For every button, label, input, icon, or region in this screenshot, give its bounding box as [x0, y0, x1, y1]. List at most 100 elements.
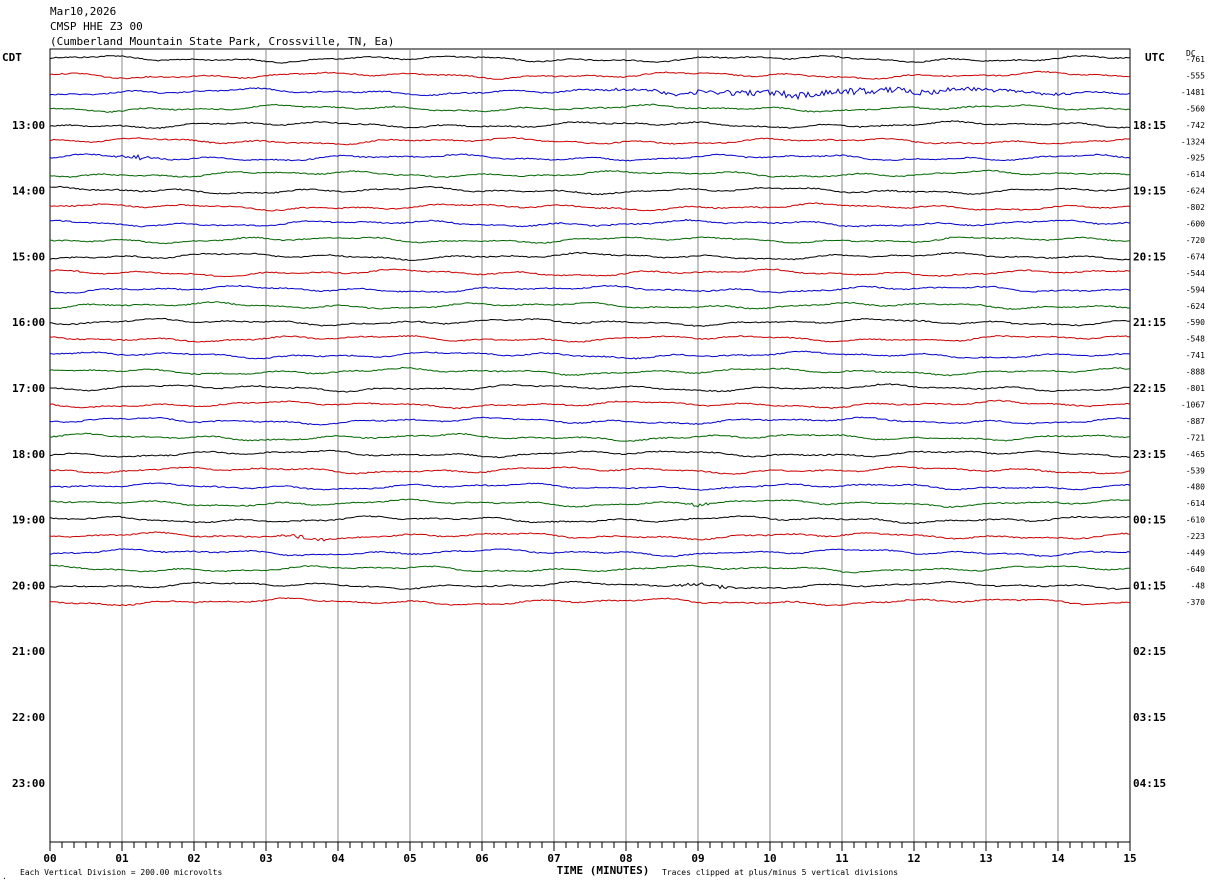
trace-line: [49, 236, 1130, 245]
left-hour-label: 19:00: [12, 514, 45, 527]
dc-offset-label: -548: [1186, 335, 1205, 344]
trace-line: [49, 350, 1131, 360]
right-hour-label: 00:15: [1133, 514, 1166, 527]
trace-line: [49, 334, 1131, 343]
x-tick-label: 10: [763, 852, 776, 865]
dc-offset-label: -370: [1186, 598, 1205, 607]
dc-offset-label: -674: [1186, 252, 1205, 261]
dc-offset-label: -48: [1191, 581, 1206, 590]
right-hour-label: 19:15: [1133, 185, 1166, 198]
x-axis-title: TIME (MINUTES): [557, 864, 650, 877]
right-hour-label: 20:15: [1133, 250, 1166, 263]
dc-header-label: DC: [1186, 49, 1196, 58]
x-tick-label: 08: [619, 852, 632, 865]
dc-offset-label: -761: [1186, 55, 1205, 64]
dc-offset-label: -925: [1186, 154, 1205, 163]
x-tick-label: 05: [403, 852, 416, 865]
trace-line: [49, 432, 1130, 442]
dc-offset-label: -887: [1186, 417, 1205, 426]
left-hour-label: 22:00: [12, 711, 45, 724]
minute-gridlines: [121, 49, 1059, 842]
right-hour-label: 01:15: [1133, 579, 1166, 592]
x-tick-label: 02: [187, 852, 200, 865]
right-hour-label: 03:15: [1133, 711, 1166, 724]
left-hour-label: 20:00: [12, 579, 45, 592]
trace-line: [49, 399, 1131, 410]
trace-line: [49, 383, 1131, 393]
trace-line: [49, 153, 1131, 162]
trace-line: [49, 580, 1131, 591]
left-hour-label: 15:00: [12, 250, 45, 263]
trace-line: [49, 268, 1131, 278]
hour-labels: 13:00 18:15 14:00 19:15 15:00 20:15 16:00 21:15…: [12, 119, 1166, 790]
trace-line: [49, 55, 1131, 64]
trace-line: [49, 301, 1131, 310]
x-tick-label: 09: [691, 852, 704, 865]
x-tick-label: 15: [1123, 852, 1136, 865]
dc-offset-label: -223: [1186, 532, 1205, 541]
dc-offset-label: -742: [1186, 121, 1205, 130]
seismic-traces: [49, 55, 1131, 607]
dc-offset-label: -1481: [1181, 88, 1205, 97]
x-tick-label: 01: [115, 852, 129, 865]
trace-line: [49, 284, 1131, 294]
dc-offset-label: -614: [1186, 499, 1205, 508]
trace-line: [49, 202, 1131, 212]
trace-line: [49, 86, 1131, 101]
dc-offset-label: -624: [1186, 302, 1205, 311]
trace-line: [49, 449, 1131, 459]
trace-line: [49, 482, 1131, 491]
trace-line: [49, 597, 1131, 607]
dc-offset-label: -449: [1186, 549, 1205, 558]
dc-offset-label: -544: [1186, 269, 1205, 278]
plot-frame: [49, 48, 1131, 843]
trace-line: [49, 185, 1131, 196]
dc-offset-label: -614: [1186, 170, 1205, 179]
clip-note: Traces clipped at plus/minus 5 vertical …: [662, 868, 898, 877]
trace-line: [49, 416, 1131, 426]
right-hour-label: 22:15: [1133, 382, 1166, 395]
x-tick-label: 00: [43, 852, 56, 865]
left-hour-label: 21:00: [12, 645, 45, 658]
left-hour-label: 14:00: [12, 185, 45, 198]
right-hour-label: 21:15: [1133, 316, 1166, 329]
left-hour-label: 17:00: [12, 382, 45, 395]
dc-offset-label: -720: [1186, 236, 1205, 245]
dc-offset-label: -640: [1186, 565, 1205, 574]
x-tick-label: 04: [331, 852, 345, 865]
left-timezone-label: CDT: [2, 51, 22, 64]
dc-offset-label: -741: [1186, 351, 1205, 360]
left-hour-label: 16:00: [12, 316, 45, 329]
dc-offset-label: -801: [1186, 384, 1205, 393]
dc-offset-label: -590: [1186, 318, 1205, 327]
trace-line: [49, 515, 1131, 525]
trace-line: [49, 465, 1131, 475]
dc-offset-label: -600: [1186, 220, 1205, 229]
x-tick-label: 06: [475, 852, 489, 865]
right-hour-label: 18:15: [1133, 119, 1166, 132]
trace-line: [49, 218, 1131, 228]
dc-offset-label: -721: [1186, 433, 1205, 442]
dc-offset-label: -1067: [1181, 400, 1205, 409]
x-tick-label: 14: [1051, 852, 1065, 865]
right-hour-label: 04:15: [1133, 777, 1166, 790]
dc-offset-label: -594: [1186, 285, 1205, 294]
left-hour-label: 23:00: [12, 777, 45, 790]
corner-mark: .: [2, 872, 7, 881]
dc-offset-label: -888: [1186, 368, 1205, 377]
right-hour-label: 23:15: [1133, 448, 1166, 461]
dc-offset-label: -480: [1186, 483, 1205, 492]
dc-offset-label: -624: [1186, 187, 1205, 196]
x-axis: 00 01 02 03 04 05 06 07 08 09 10 11 12 13 14 15: [43, 841, 1137, 865]
trace-line: [49, 169, 1130, 178]
x-tick-label: 03: [259, 852, 272, 865]
trace-line: [49, 548, 1131, 558]
x-tick-label: 11: [835, 852, 849, 865]
x-tick-label: 12: [907, 852, 920, 865]
trace-line: [49, 531, 1130, 542]
trace-line: [49, 366, 1131, 377]
dc-offset-labels: -761 -555 -1481 -560 -742 -1324 -925 -614 -624 -8…: [1181, 55, 1205, 607]
dc-offset-label: -802: [1186, 203, 1205, 212]
right-timezone-label: UTC: [1145, 51, 1165, 64]
